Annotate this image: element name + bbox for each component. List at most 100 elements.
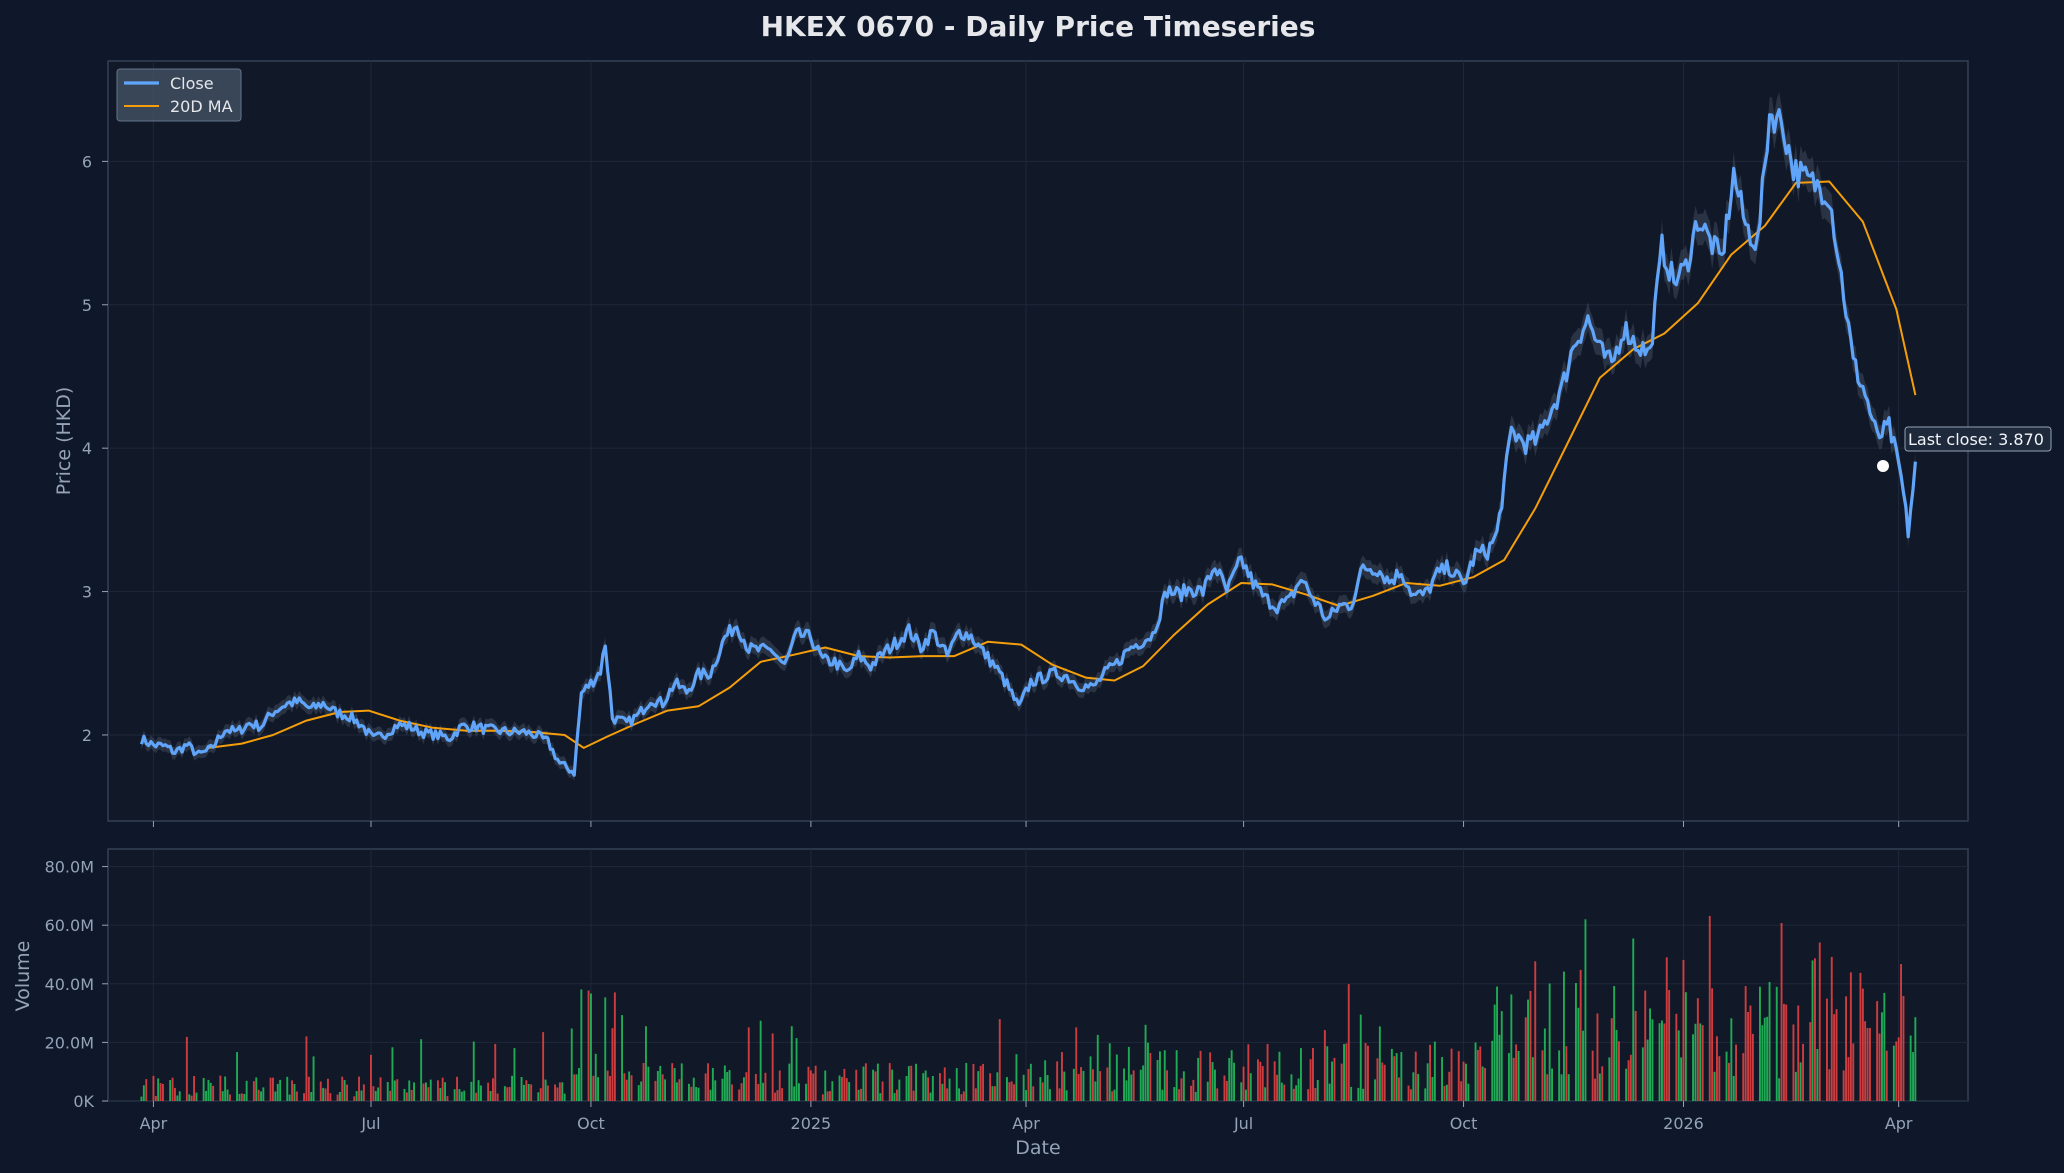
volume-bar bbox=[1577, 1007, 1580, 1101]
volume-bar bbox=[821, 1094, 824, 1101]
volume-bar bbox=[1512, 1057, 1515, 1101]
volume-bar bbox=[303, 1093, 305, 1101]
volume-bar bbox=[1794, 1071, 1797, 1101]
volume-bar bbox=[207, 1079, 210, 1101]
volume-bar bbox=[1563, 971, 1565, 1101]
volume-bar bbox=[238, 1093, 241, 1101]
volume-bar bbox=[1759, 986, 1761, 1101]
volume-bar bbox=[1242, 1066, 1245, 1101]
volume-bar bbox=[1892, 1045, 1895, 1101]
volume-bar bbox=[1163, 1050, 1166, 1101]
volume-bar bbox=[1175, 1050, 1178, 1101]
volume-bar bbox=[1761, 1025, 1764, 1101]
x-tick-label: Jul bbox=[360, 1114, 380, 1133]
volume-bar bbox=[1412, 1072, 1415, 1101]
volume-bar bbox=[1216, 1088, 1219, 1101]
volume-bar bbox=[640, 1081, 643, 1101]
volume-bar bbox=[630, 1075, 633, 1101]
volume-bar bbox=[1878, 1033, 1881, 1101]
volume-bar bbox=[1115, 1054, 1118, 1101]
x-tick-label: Apr bbox=[1885, 1114, 1913, 1133]
volume-bar bbox=[470, 1081, 473, 1101]
volume-bar bbox=[1646, 1039, 1649, 1101]
volume-bar bbox=[1245, 1089, 1247, 1101]
volume-bar bbox=[1378, 1026, 1381, 1101]
volume-bar bbox=[1718, 1056, 1721, 1101]
volume-bar bbox=[236, 1052, 238, 1101]
volume-bar bbox=[1125, 1080, 1128, 1101]
volume-bar bbox=[1061, 1052, 1063, 1101]
last-close-label: Last close: 3.870 bbox=[1908, 430, 2044, 449]
volume-bar bbox=[1546, 1074, 1549, 1101]
volume-bar bbox=[319, 1081, 322, 1101]
volume-bar bbox=[594, 1053, 597, 1101]
volume-bar bbox=[805, 1083, 807, 1101]
volume-bar bbox=[1613, 986, 1616, 1101]
volume-bar bbox=[793, 1086, 796, 1101]
volume-bar bbox=[645, 1026, 647, 1101]
volume-y-tick-label: 60.0M bbox=[45, 916, 94, 935]
volume-bar bbox=[508, 1087, 511, 1101]
volume-bar bbox=[941, 1083, 944, 1101]
volume-bar bbox=[472, 1041, 475, 1101]
volume-bar bbox=[358, 1076, 360, 1101]
volume-bar bbox=[738, 1089, 741, 1101]
volume-bar bbox=[1708, 915, 1711, 1101]
volume-bar bbox=[1508, 1053, 1510, 1101]
volume-bar bbox=[1732, 1076, 1735, 1101]
volume-bar bbox=[1343, 1044, 1345, 1101]
volume-bar bbox=[1476, 1050, 1479, 1101]
volume-bar bbox=[826, 1091, 829, 1101]
volume-bar bbox=[1517, 1051, 1520, 1101]
volume-bar bbox=[513, 1048, 516, 1101]
volume-bar bbox=[1699, 1023, 1702, 1101]
volume-bar bbox=[1044, 1060, 1047, 1101]
chart-title: HKEX 0670 - Daily Price Timeseries bbox=[761, 10, 1316, 43]
volume-bar bbox=[1912, 1052, 1914, 1101]
volume-bar bbox=[1292, 1088, 1295, 1101]
volume-bar bbox=[1058, 1088, 1061, 1101]
volume-bar bbox=[1783, 1003, 1785, 1101]
volume-bar bbox=[680, 1063, 683, 1101]
volume-bar bbox=[377, 1087, 380, 1101]
volume-bar bbox=[1629, 1054, 1632, 1101]
volume-bar bbox=[570, 1028, 573, 1101]
volume-bar bbox=[195, 1092, 198, 1101]
volume-bar bbox=[1665, 957, 1668, 1101]
volume-bar bbox=[1092, 1069, 1094, 1101]
last-close-box bbox=[1904, 426, 2052, 452]
volume-bar bbox=[697, 1087, 700, 1101]
volume-bar bbox=[1347, 984, 1350, 1101]
volume-bar bbox=[671, 1063, 674, 1101]
volume-bar bbox=[1481, 1066, 1484, 1101]
volume-bar bbox=[972, 1063, 975, 1101]
volume-y-tick-label: 0K bbox=[73, 1092, 94, 1111]
volume-bar bbox=[962, 1091, 965, 1101]
price-grid bbox=[108, 61, 1968, 821]
x-tick-label: 2026 bbox=[1663, 1114, 1704, 1133]
volume-bar bbox=[848, 1082, 851, 1101]
volume-bar bbox=[1111, 1091, 1114, 1101]
volume-bar bbox=[1240, 1082, 1243, 1101]
volume-bar bbox=[1075, 1027, 1078, 1101]
volume-bar bbox=[487, 1082, 490, 1101]
volume-bar bbox=[343, 1080, 346, 1101]
volume-bar bbox=[1178, 1089, 1180, 1101]
volume-bars bbox=[140, 915, 1917, 1101]
volume-bar bbox=[1682, 959, 1685, 1101]
volume-y-axis-label: Volume bbox=[12, 941, 34, 1012]
volume-bar bbox=[1751, 1033, 1754, 1101]
volume-bar bbox=[1132, 1070, 1135, 1101]
volume-bar bbox=[974, 1088, 977, 1101]
volume-bar bbox=[1194, 1091, 1197, 1101]
volume-bar bbox=[1161, 1089, 1164, 1101]
volume-bar bbox=[1006, 1077, 1008, 1101]
volume-bar bbox=[1247, 1044, 1250, 1101]
volume-bar bbox=[1467, 1083, 1470, 1101]
volume-bar bbox=[1881, 1012, 1883, 1101]
volume-bar bbox=[726, 1072, 729, 1101]
volume-bar bbox=[202, 1078, 205, 1101]
volume-bar bbox=[224, 1076, 227, 1101]
volume-bar bbox=[276, 1083, 279, 1101]
volume-bar bbox=[1063, 1071, 1066, 1101]
